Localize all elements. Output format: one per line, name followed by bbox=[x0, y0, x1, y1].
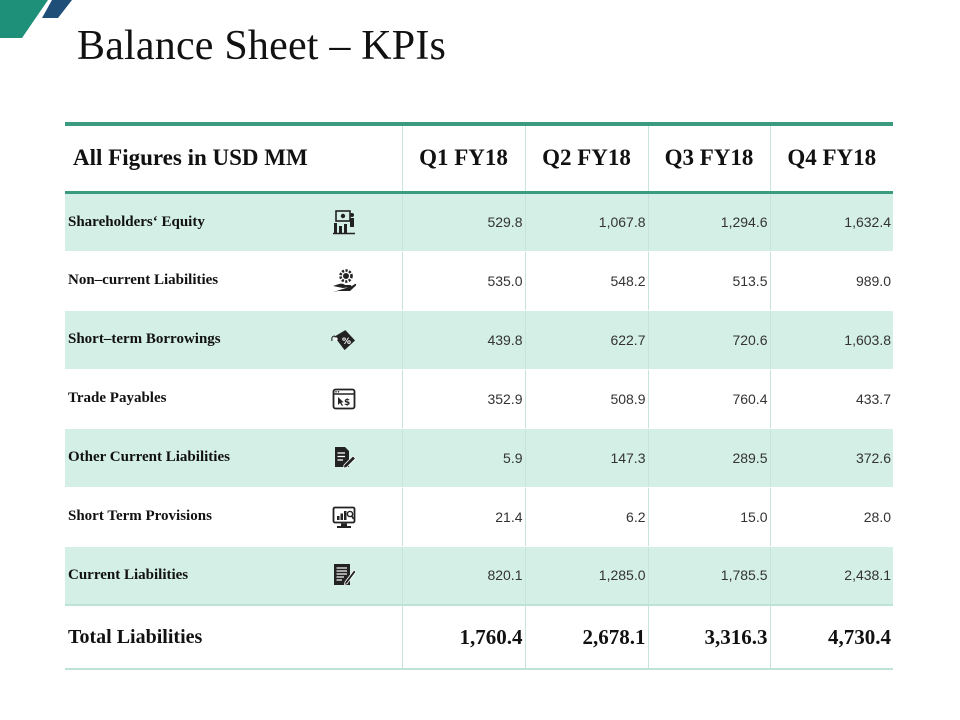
cell-q2: 147.3 bbox=[524, 428, 648, 488]
cell-q4: 433.7 bbox=[769, 369, 893, 429]
cell-q3: 760.4 bbox=[647, 369, 770, 429]
browser-dollar-icon: $ bbox=[332, 388, 356, 409]
cell-q3: 289.5 bbox=[647, 428, 770, 488]
cell-q3: 15.0 bbox=[647, 487, 770, 547]
header-q3: Q3 FY18 bbox=[647, 122, 770, 194]
cell-q2: 548.2 bbox=[524, 251, 648, 311]
cell-q3: 1,785.5 bbox=[647, 546, 770, 606]
cell-q2: 1,067.8 bbox=[524, 192, 648, 252]
header-figures-label: All Figures in USD MM bbox=[65, 122, 402, 194]
cell-q4: 1,603.8 bbox=[769, 310, 893, 370]
cell-q2: 6.2 bbox=[524, 487, 648, 547]
document-pen-icon bbox=[335, 446, 357, 468]
form-pen-icon bbox=[334, 564, 357, 586]
kpi-table: All Figures in USD MM Q1 FY18 Q2 FY18 Q3… bbox=[65, 122, 893, 670]
total-q2: 2,678.1 bbox=[524, 604, 648, 670]
presenter-board-icon bbox=[333, 210, 355, 235]
percent-tag-icon: % bbox=[331, 329, 356, 350]
cell-q1: 5.9 bbox=[401, 428, 525, 488]
hand-gear-dollar-icon bbox=[333, 268, 357, 292]
row-label: Current Liabilities bbox=[65, 546, 330, 606]
cell-q3: 1,294.6 bbox=[647, 192, 770, 252]
total-row: Total Liabilities 1,760.4 2,678.1 3,316.… bbox=[65, 604, 893, 670]
total-label: Total Liabilities bbox=[65, 604, 402, 670]
cell-q4: 28.0 bbox=[769, 487, 893, 547]
total-q4: 4,730.4 bbox=[769, 604, 893, 670]
table-row: Short Term Provisions 21.4 6.2 15.0 28.0 bbox=[65, 487, 893, 547]
slide-title: Balance Sheet – KPIs bbox=[77, 23, 447, 69]
cell-q1: 529.8 bbox=[401, 192, 525, 252]
cell-q3: 720.6 bbox=[647, 310, 770, 370]
header-row: All Figures in USD MM Q1 FY18 Q2 FY18 Q3… bbox=[65, 122, 893, 194]
cell-q1: 535.0 bbox=[401, 251, 525, 311]
header-q1: Q1 FY18 bbox=[401, 122, 525, 194]
header-q4: Q4 FY18 bbox=[769, 122, 893, 194]
cell-q4: 2,438.1 bbox=[769, 546, 893, 606]
table-row: Short–term Borrowings % 439.8 622.7 720.… bbox=[65, 310, 893, 370]
table-row: Current Liabilities 820.1 1,285.0 1,785.… bbox=[65, 546, 893, 606]
row-label: Short–term Borrowings bbox=[65, 310, 330, 370]
row-label: Trade Payables bbox=[65, 369, 330, 429]
cell-q4: 989.0 bbox=[769, 251, 893, 311]
cell-q4: 372.6 bbox=[769, 428, 893, 488]
row-label: Non–current Liabilities bbox=[65, 251, 330, 311]
row-label: Short Term Provisions bbox=[65, 487, 330, 547]
total-q3: 3,316.3 bbox=[647, 604, 770, 670]
monitor-chart-icon bbox=[332, 506, 356, 528]
row-label: Shareholders‘ Equity bbox=[65, 192, 330, 252]
cell-q1: 439.8 bbox=[401, 310, 525, 370]
svg-text:%: % bbox=[342, 337, 351, 347]
cell-q1: 820.1 bbox=[401, 546, 525, 606]
row-label: Other Current Liabilities bbox=[65, 428, 330, 488]
table-row: Other Current Liabilities 5.9 147.3 289.… bbox=[65, 428, 893, 488]
cell-q3: 513.5 bbox=[647, 251, 770, 311]
cell-q1: 352.9 bbox=[401, 369, 525, 429]
cell-q2: 508.9 bbox=[524, 369, 648, 429]
table-row: Trade Payables $ 352.9 508.9 760.4 433.7 bbox=[65, 369, 893, 429]
total-q1: 1,760.4 bbox=[401, 604, 525, 670]
cell-q1: 21.4 bbox=[401, 487, 525, 547]
corner-decoration bbox=[0, 0, 72, 38]
cell-q2: 622.7 bbox=[524, 310, 648, 370]
cell-q2: 1,285.0 bbox=[524, 546, 648, 606]
svg-text:$: $ bbox=[344, 398, 350, 408]
table-row: Shareholders‘ Equity 529.8 1,067.8 1,294… bbox=[65, 192, 893, 252]
cell-q4: 1,632.4 bbox=[769, 192, 893, 252]
header-q2: Q2 FY18 bbox=[524, 122, 648, 194]
table-row: Non–current Liabilities 535.0 548.2 513.… bbox=[65, 251, 893, 311]
